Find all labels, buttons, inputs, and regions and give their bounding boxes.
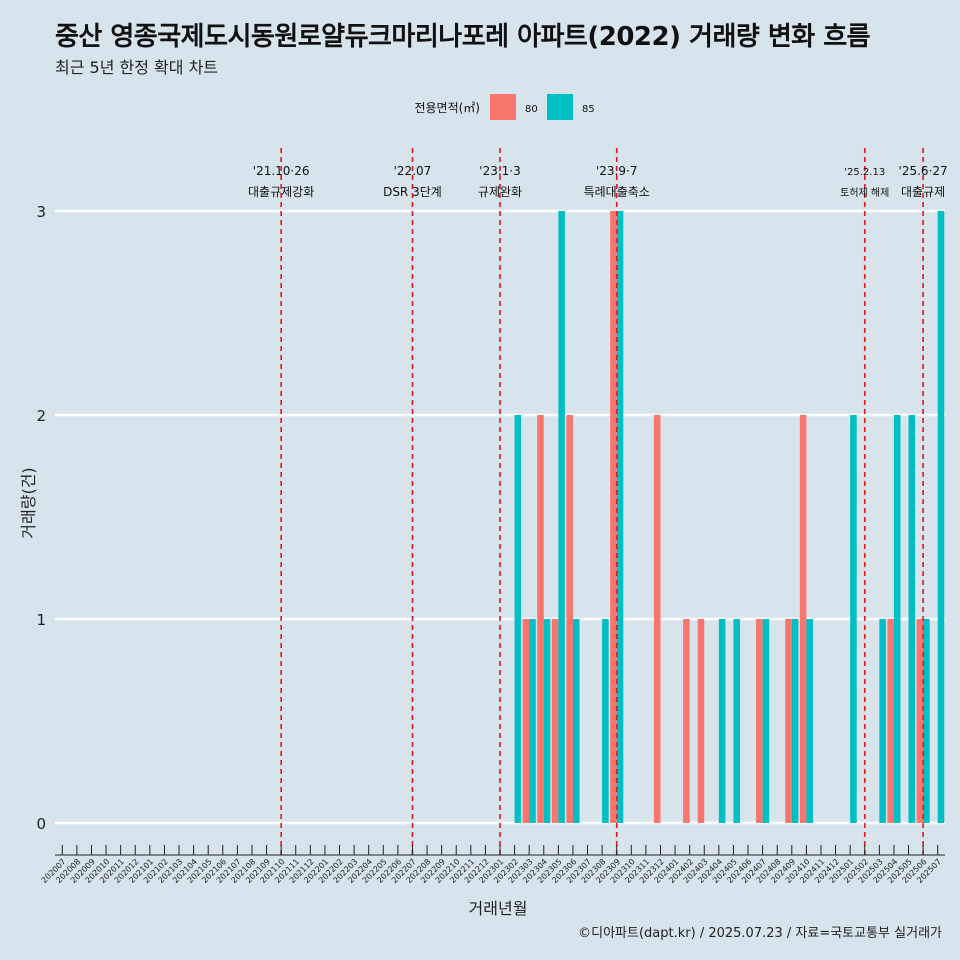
legend-key-80 — [490, 94, 516, 120]
y-tick-label: 2 — [36, 407, 46, 425]
y-tick-label: 3 — [36, 203, 46, 221]
y-axis: 0 1 2 3 — [36, 203, 46, 833]
event-name-label: 특례대출축소 — [584, 185, 650, 199]
legend-label-85: 85 — [582, 104, 595, 115]
bar-80-202304 — [537, 415, 544, 823]
event-name-label: 토허제 해제 — [840, 186, 889, 199]
bar-80-202305 — [551, 619, 559, 823]
bar-85-202308 — [602, 619, 609, 823]
x-axis-title: 거래년월 — [469, 899, 528, 918]
event-date-label: '25.6·27 — [899, 164, 948, 178]
bar-85-202306 — [572, 619, 580, 823]
event-date-label: '22.07 — [394, 164, 432, 178]
y-tick-label: 0 — [36, 815, 46, 833]
bars — [514, 211, 945, 823]
event-lines: '21.10·26 대출규제강화 '22.07 DSR 3단계 '23.1·3 규제완화 '… — [248, 148, 948, 855]
bar-85-202405 — [733, 619, 741, 823]
bar-85-202302 — [514, 415, 522, 823]
bar-85-202409 — [791, 619, 799, 823]
bar-80-202403 — [697, 619, 705, 823]
event-date-label: '25.2.13 — [844, 167, 885, 178]
bar-85-202506 — [923, 619, 930, 823]
legend: 전용면적(㎡) 80 85 — [414, 94, 595, 120]
bar-80-202504 — [887, 619, 894, 823]
legend-key-85 — [547, 94, 573, 120]
bar-80-202303 — [522, 619, 530, 823]
bar-85-202505 — [908, 415, 916, 823]
bar-85-202501 — [850, 415, 857, 823]
bar-80-202306 — [566, 415, 573, 823]
bar-85-202404 — [718, 619, 726, 823]
bar-85-202309 — [616, 211, 624, 823]
legend-label-80: 80 — [525, 104, 538, 115]
chart-title: 중산 영종국제도시동원로얄듀크마리나포레 아파트(2022) 거래량 변화 흐름 — [55, 22, 871, 52]
legend-title: 전용면적(㎡) — [414, 101, 480, 115]
y-axis-title: 거래량(건) — [19, 467, 38, 538]
bar-85-202305 — [558, 211, 565, 823]
x-axis: 2020072020082020092020102020112020122021… — [40, 845, 945, 885]
bar-85-202503 — [879, 619, 886, 823]
y-tick-label: 1 — [36, 611, 46, 629]
event-date-label: '21.10·26 — [253, 164, 310, 178]
bar-80-202506 — [916, 619, 924, 823]
event-name-label: 규제완화 — [478, 185, 522, 199]
bar-85-202504 — [893, 415, 901, 823]
event-date-label: '23.1·3 — [479, 164, 520, 178]
event-name-label: DSR 3단계 — [383, 185, 442, 199]
bar-85-202303 — [529, 619, 536, 823]
bar-80-202410 — [799, 415, 807, 823]
bar-85-202407 — [762, 619, 770, 823]
bar-85-202304 — [543, 619, 551, 823]
event-name-label: 대출규제 — [901, 185, 945, 199]
event-name-label: 대출규제강화 — [248, 185, 314, 199]
bar-80-202312 — [653, 415, 661, 823]
bar-85-202507 — [937, 211, 945, 823]
bar-80-202402 — [683, 619, 690, 823]
bar-80-202409 — [785, 619, 792, 823]
bar-80-202309 — [610, 211, 617, 823]
caption: ©디아파트(dapt.kr) / 2025.07.23 / 자료=국토교통부 실… — [578, 926, 942, 941]
chart-subtitle: 최근 5년 한정 확대 차트 — [55, 58, 219, 77]
bar-80-202407 — [756, 619, 763, 823]
bar-85-202410 — [806, 619, 813, 823]
event-date-label: '23.9·7 — [596, 164, 637, 178]
